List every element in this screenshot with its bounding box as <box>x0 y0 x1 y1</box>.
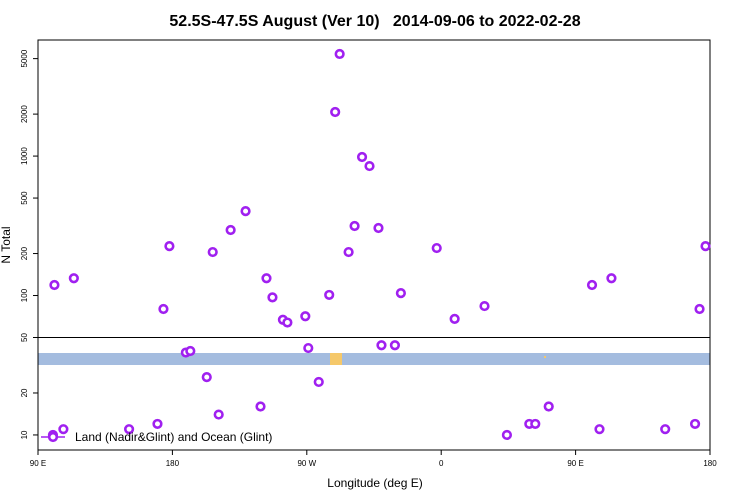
point <box>313 376 324 388</box>
point <box>700 241 711 252</box>
x-tick-label: 0 <box>439 459 444 468</box>
point <box>395 288 406 299</box>
point <box>501 429 513 441</box>
point <box>240 206 251 217</box>
point <box>164 241 175 252</box>
surface-strip <box>38 353 710 365</box>
x-tick-label: 180 <box>166 459 180 468</box>
point <box>261 273 272 284</box>
y-tick-label: 200 <box>20 246 29 260</box>
x-tick-label: 90 E <box>30 459 46 468</box>
point <box>349 220 360 232</box>
point <box>449 313 460 324</box>
point <box>373 222 384 234</box>
point <box>282 317 293 328</box>
point <box>58 424 69 435</box>
point <box>376 340 387 351</box>
point <box>255 401 266 412</box>
land-patch <box>544 356 546 358</box>
y-tick-label: 500 <box>20 191 29 205</box>
legend-marker <box>47 431 59 443</box>
y-tick-label: 20 <box>20 388 29 397</box>
y-tick-label: 100 <box>20 288 29 302</box>
y-tick-label: 1000 <box>20 147 29 165</box>
point <box>343 246 354 258</box>
y-tick-label: 10 <box>20 430 29 439</box>
x-tick-label: 90 E <box>567 459 583 468</box>
point <box>606 273 617 284</box>
point <box>330 106 341 118</box>
point <box>543 401 554 412</box>
point <box>300 311 311 322</box>
point <box>185 345 196 357</box>
point <box>660 424 671 435</box>
point <box>303 342 314 354</box>
point <box>267 292 278 303</box>
point <box>689 418 701 430</box>
point <box>389 340 401 351</box>
point <box>213 409 224 420</box>
chart-title: 52.5S-47.5S August (Ver 10) 2014-09-06 t… <box>169 13 580 30</box>
x-tick-label: 90 W <box>297 459 316 468</box>
point <box>68 273 79 284</box>
point <box>324 289 335 301</box>
point <box>201 371 212 383</box>
plot-frame <box>37 39 711 451</box>
x-axis-label: Longitude (deg E) <box>327 476 422 490</box>
point <box>152 418 163 430</box>
point <box>479 300 490 312</box>
y-tick-label: 5000 <box>20 49 29 67</box>
point <box>225 224 236 236</box>
point <box>364 160 375 172</box>
point <box>530 418 541 430</box>
point <box>594 424 605 435</box>
point <box>207 246 218 258</box>
point <box>334 48 345 60</box>
y-tick-label: 2000 <box>20 105 29 123</box>
land-patch <box>330 353 342 365</box>
point <box>694 303 705 315</box>
point <box>158 303 169 315</box>
x-tick-label: 180 <box>703 459 717 468</box>
point <box>431 242 442 254</box>
y-tick-label: 50 <box>20 332 29 341</box>
legend-label: Land (Nadir&Glint) and Ocean (Glint) <box>75 430 272 444</box>
point <box>123 424 135 435</box>
point <box>586 279 598 291</box>
point <box>49 279 60 291</box>
point <box>356 151 368 163</box>
y-axis-label: N Total <box>0 226 13 263</box>
